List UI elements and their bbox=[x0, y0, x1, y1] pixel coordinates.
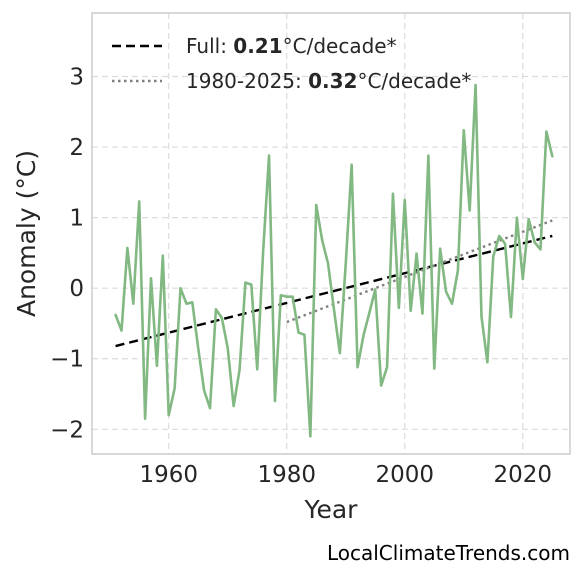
x-tick-label: 1980 bbox=[257, 462, 316, 488]
legend: Full: 0.21°C/decade* 1980-2025: 0.32°C/d… bbox=[112, 34, 471, 93]
y-tick-label: 1 bbox=[69, 206, 84, 232]
watermark-text: LocalClimateTrends.com bbox=[327, 541, 570, 565]
legend-full-prefix: Full: bbox=[186, 34, 233, 58]
y-tick-label: −2 bbox=[50, 417, 84, 443]
y-tick-label: −1 bbox=[50, 347, 84, 373]
y-tick-labels: −2 −1 0 1 2 3 bbox=[50, 65, 84, 444]
x-tick-label: 1960 bbox=[139, 462, 198, 488]
x-axis-label: Year bbox=[304, 495, 359, 524]
y-tick-label: 0 bbox=[69, 276, 84, 302]
legend-recent-prefix: 1980-2025: bbox=[186, 69, 308, 93]
legend-recent-value: 0.32 bbox=[308, 69, 357, 93]
x-tick-label: 2020 bbox=[494, 462, 553, 488]
grid-layer bbox=[92, 13, 570, 454]
x-tick-label: 2000 bbox=[375, 462, 434, 488]
y-tick-label: 3 bbox=[69, 65, 84, 91]
anomaly-series-line bbox=[114, 83, 554, 438]
trendline-layer bbox=[115, 219, 553, 348]
legend-full-suffix: °C/decade* bbox=[283, 34, 397, 58]
legend-entry-recent: 1980-2025: 0.32°C/decade* bbox=[186, 69, 471, 93]
legend-recent-suffix: °C/decade* bbox=[357, 69, 471, 93]
y-tick-label: 2 bbox=[69, 135, 84, 161]
trendline-dashed bbox=[115, 234, 553, 348]
legend-entry-full: Full: 0.21°C/decade* bbox=[186, 34, 397, 58]
x-tick-labels: 1960 1980 2000 2020 bbox=[139, 462, 552, 488]
legend-full-value: 0.21 bbox=[233, 34, 282, 58]
y-axis-label: Anomaly (°C) bbox=[12, 150, 41, 317]
plot-frame bbox=[91, 12, 571, 455]
series-layer bbox=[114, 83, 554, 438]
